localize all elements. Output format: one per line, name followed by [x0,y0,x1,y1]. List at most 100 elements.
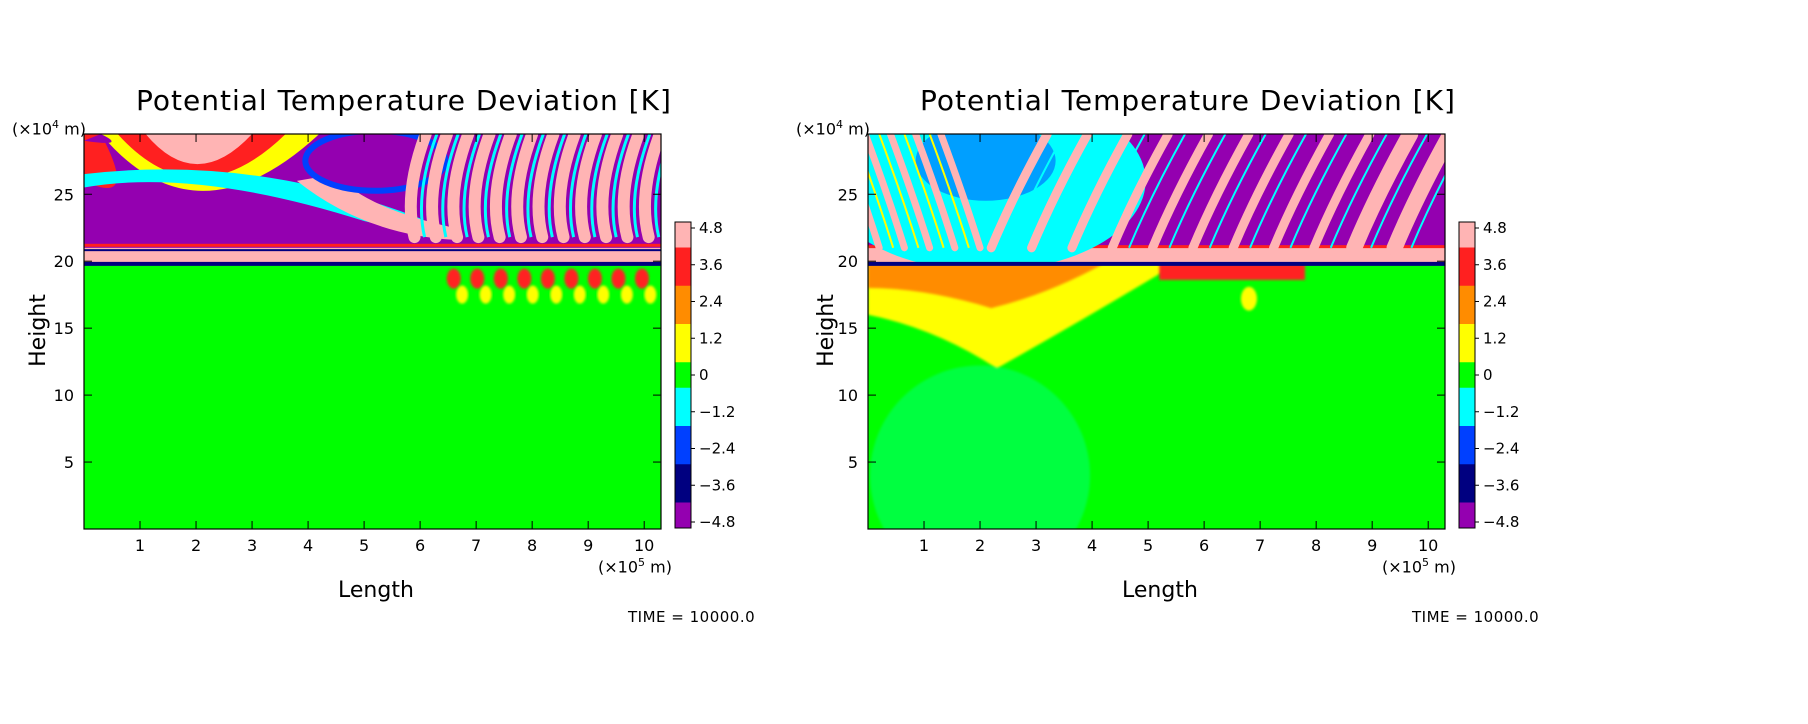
wave-edge [505,134,524,238]
wave-edge-right [1289,134,1348,249]
wave-edge-right [1208,134,1267,249]
colorbar-segment [675,489,691,503]
wave-edge [590,134,609,238]
x-tick-label: 1 [919,536,929,555]
disturbance-yellow [1240,286,1257,311]
wave-front-right [1228,134,1294,253]
colorbar-label: 1.2 [699,329,723,347]
red-line [84,243,661,247]
tropopause-line [84,261,661,266]
colorbar-segment [1459,336,1475,350]
colorbar-segment [675,502,691,516]
wave-edge [632,134,652,238]
colorbar-segment [1459,260,1475,274]
disturbance-red [1159,263,1305,280]
wave-front-right [1067,134,1133,253]
left-chart-panel: Potential Temperature Deviation [K] (×10… [12,84,755,626]
lower-cyan [870,365,1091,529]
wave-edge-left [868,169,895,249]
right-chart-panel: Potential Temperature Deviation [K] (×10… [796,0,1808,724]
disturbance-red [446,268,461,289]
disturbance-red [634,268,649,289]
y-tick-label: 5 [64,453,74,472]
left-edge-purple [84,134,112,143]
colorbar-segment [1459,477,1475,491]
colorbar-label: 4.8 [1483,219,1507,237]
colorbar-segment [675,324,691,338]
y-tick-label: 15 [838,319,858,338]
colorbar-segment [675,438,691,452]
y-ticks: 5 10 15 20 25 [54,185,661,472]
wave-edge [526,134,545,238]
colorbar-segment [675,285,691,299]
y-axis-label: Height [813,294,839,367]
wave-edge [420,134,439,238]
wave-front [511,134,539,244]
wave-edge-right [1128,134,1186,249]
wave-edge-right [1047,134,1106,249]
wave-edge [547,134,567,238]
wave-front-right [1269,134,1335,253]
x-tick-label: 9 [1367,536,1377,555]
colorbar-segment [1459,311,1475,325]
colorbar-segment [1459,362,1475,376]
x-tick-label: 9 [583,536,593,555]
colorbar-segment [1459,285,1475,299]
disturbance-red [611,268,626,289]
x-tick-label: 10 [634,536,654,555]
wave-edge [483,134,503,238]
y-axis-unit: (×104 m) [12,118,86,139]
right-heatmap-svg: 1 2 3 4 5 6 7 8 9 10 5 10 15 20 25 4.8 3.6 2.4 1.2 0 −1.2 −… [838,133,1519,555]
colorbar-segment [675,400,691,414]
colorbar-segment [675,464,691,478]
colorbar-label: −3.6 [1483,476,1519,494]
x-ticks: 1 2 3 4 5 6 7 8 9 10 [919,134,1438,555]
wave-edge-right [1087,134,1146,249]
wave-front-left [868,134,908,252]
colorbar-label: −2.4 [1483,440,1519,458]
wave-edge-left [928,134,970,249]
colorbar-segment [1459,502,1475,516]
colorbar-segment [675,247,691,261]
wave-front-right [1309,134,1375,253]
colorbar-segment [675,515,691,529]
colorbar-label: 0 [699,366,709,384]
x-tick-label: 2 [975,536,985,555]
colorbar-segment [675,426,691,440]
wave-front [617,134,645,244]
heatmap-field [84,134,661,529]
disturbance-yellow [550,285,563,304]
colorbar-label: 3.6 [1483,256,1507,274]
colorbar-segment [1459,400,1475,414]
wave-edge-right [1249,134,1307,249]
wave-edge-right [1007,134,1065,249]
navy-line [84,249,661,252]
x-tick-label: 8 [527,536,537,555]
colorbar-label: −1.2 [1483,403,1519,421]
disturbance-yellow [456,285,469,304]
x-tick-label: 3 [247,536,257,555]
field-layers [84,134,661,529]
x-tick-label: 4 [303,536,313,555]
colorbar-segment [1459,451,1475,465]
x-axis-label: Length [338,578,414,603]
colorbar-segment [1459,222,1475,236]
wave-front [447,134,475,244]
plot-frame [867,133,1446,530]
wave-edge [462,134,481,238]
tropopause-line [868,261,1445,266]
colorbar-label: 2.4 [1483,293,1507,311]
disturbance-yellow [597,285,610,304]
wave-front [532,134,560,244]
wave-front [404,134,432,244]
disturbance-red [517,268,532,289]
disturbance-red [587,268,602,289]
field-layers [868,134,1445,529]
colorbar-segment [1459,273,1475,287]
colorbar-segment [675,349,691,363]
wave-edge [611,134,630,238]
y-ticks: 5 10 15 20 25 [838,185,1445,472]
colorbar-segment [1459,438,1475,452]
wave-edge-left [903,134,945,249]
colorbar-segment [675,234,691,248]
